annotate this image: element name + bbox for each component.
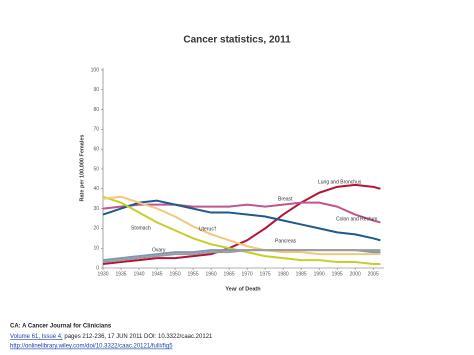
x-tick-label: 2000 [350, 271, 361, 277]
x-tick-label: 1940 [133, 271, 144, 277]
series-line [102, 201, 381, 224]
series-label: Ovary [152, 247, 166, 253]
y-tick-label: 40 [93, 186, 99, 192]
citation-link[interactable]: Volume 61, Issue 4, [10, 334, 63, 340]
y-tick-label: 80 [93, 107, 99, 113]
x-tick-label: 1975 [260, 271, 271, 277]
x-tick-label: 1935 [115, 271, 126, 277]
series-line [102, 195, 381, 256]
y-tick-label: 20 [93, 226, 99, 232]
series-line [102, 249, 381, 264]
x-tick-label: 1965 [224, 271, 235, 277]
x-tick-label: 1990 [314, 271, 325, 277]
series-line [102, 195, 381, 266]
x-tick-label: 1980 [278, 271, 289, 277]
x-axis-title: Year of Death [225, 286, 261, 292]
y-tick-label: 0 [96, 265, 99, 271]
series-label: Uterus† [199, 226, 217, 232]
y-tick-label: 60 [93, 147, 99, 153]
series-label: Pancreas [275, 238, 297, 244]
series-label: Stomach [131, 225, 151, 231]
x-tick-label: 1945 [151, 271, 162, 277]
x-tick-label: 1970 [242, 271, 253, 277]
y-axis-title: Rate per 100,000 Females [79, 135, 85, 202]
series-line [102, 199, 381, 242]
y-tick-label: 70 [93, 127, 99, 133]
x-tick-label: 2005 [368, 271, 379, 277]
y-tick-label: 30 [93, 206, 99, 212]
caption-citation: Volume 61, Issue 4, pages 212-236, 17 JU… [10, 334, 213, 340]
x-tick-label: 1955 [188, 271, 199, 277]
y-tick-label: 100 [91, 67, 100, 73]
chart-title: Cancer statistics, 2011 [183, 35, 291, 46]
y-tick-label: 90 [93, 87, 99, 93]
x-tick-label: 1985 [296, 271, 307, 277]
citation-text: pages 212-236, 17 JUN 2011 DOI: 10.3322/… [63, 334, 213, 340]
x-tick-label: 1995 [332, 271, 343, 277]
x-tick-label: 1950 [169, 271, 180, 277]
series-label: Breast [278, 196, 293, 202]
caption-journal: CA: A Cancer Journal for Clinicians [10, 324, 112, 330]
y-tick-label: 10 [93, 246, 99, 252]
x-tick-label: 1960 [206, 271, 217, 277]
series-label: Colon and Rectum [336, 216, 377, 222]
series-line [102, 183, 381, 266]
series-label: Lung and Bronchus [318, 179, 362, 185]
y-tick-label: 50 [93, 166, 99, 172]
caption-url[interactable]: http://onlinelibrary.wiley.com/doi/10.33… [10, 344, 173, 350]
x-tick-label: 1930 [97, 271, 108, 277]
